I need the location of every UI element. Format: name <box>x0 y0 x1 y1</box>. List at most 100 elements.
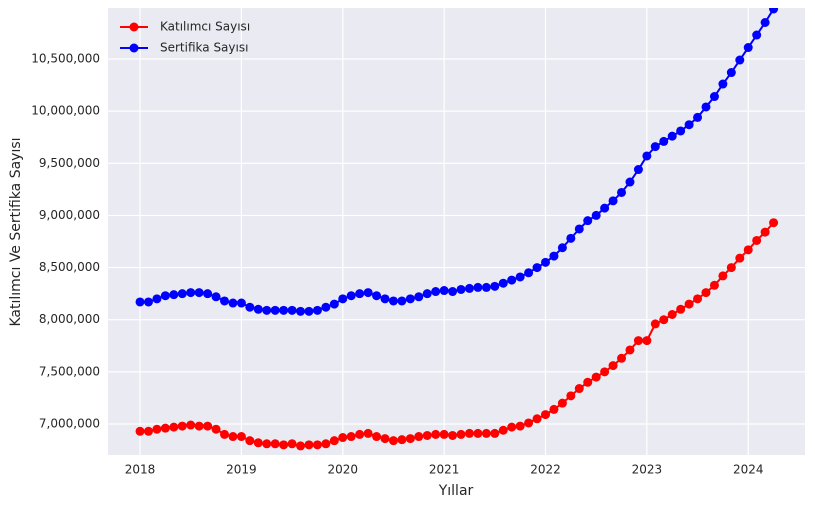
marker <box>709 280 719 290</box>
marker <box>186 288 196 298</box>
marker <box>169 422 179 432</box>
y-tick-label: 9,000,000 <box>39 208 100 222</box>
y-tick-label: 7,000,000 <box>39 416 100 430</box>
marker <box>304 440 314 450</box>
marker <box>642 151 652 161</box>
marker <box>684 120 694 130</box>
marker <box>321 439 331 449</box>
x-tick-label: 2019 <box>226 463 257 477</box>
marker <box>625 345 635 355</box>
marker <box>262 305 272 315</box>
y-tick-label: 9,500,000 <box>39 156 100 170</box>
marker <box>574 224 584 234</box>
marker <box>279 440 289 450</box>
plot-area <box>108 8 805 455</box>
marker <box>701 102 711 112</box>
marker <box>220 296 230 306</box>
legend-label: Sertifika Sayısı <box>160 41 248 55</box>
marker <box>464 428 474 438</box>
marker <box>236 432 246 442</box>
marker <box>549 404 559 414</box>
marker <box>380 434 390 444</box>
legend-label: Katılımcı Sayısı <box>160 20 250 34</box>
marker <box>160 291 170 301</box>
marker <box>600 203 610 213</box>
marker <box>194 421 204 431</box>
marker <box>541 257 551 267</box>
marker <box>245 302 255 312</box>
marker <box>439 429 449 439</box>
marker <box>279 305 289 315</box>
legend-marker <box>129 22 139 32</box>
marker <box>152 424 162 434</box>
x-tick-label: 2020 <box>327 463 358 477</box>
x-tick-label: 2024 <box>733 463 764 477</box>
marker <box>549 251 559 261</box>
marker <box>490 281 500 291</box>
series <box>135 8 779 316</box>
marker <box>135 297 145 307</box>
marker <box>752 30 762 40</box>
marker <box>752 235 762 245</box>
marker <box>541 410 551 420</box>
marker <box>659 315 669 325</box>
marker <box>397 435 407 445</box>
marker <box>329 299 339 309</box>
marker <box>684 299 694 309</box>
marker <box>253 304 263 314</box>
marker <box>262 439 272 449</box>
x-tick-label: 2023 <box>632 463 663 477</box>
marker <box>363 288 373 298</box>
marker <box>625 177 635 187</box>
marker <box>346 291 356 301</box>
marker <box>160 423 170 433</box>
marker <box>355 429 365 439</box>
marker <box>473 428 483 438</box>
marker <box>515 421 525 431</box>
marker <box>583 377 593 387</box>
marker <box>169 290 179 300</box>
marker <box>397 296 407 306</box>
marker <box>245 436 255 446</box>
marker <box>650 319 660 329</box>
marker <box>557 243 567 253</box>
marker <box>439 286 449 296</box>
marker <box>414 432 424 442</box>
marker <box>726 68 736 78</box>
series <box>135 218 779 451</box>
marker <box>388 436 398 446</box>
marker <box>667 131 677 141</box>
marker <box>591 372 601 382</box>
y-tick-label: 10,500,000 <box>31 51 100 65</box>
marker <box>236 298 246 308</box>
marker <box>405 434 415 444</box>
marker <box>321 302 331 312</box>
marker <box>718 271 728 281</box>
marker <box>507 275 517 285</box>
marker <box>574 384 584 394</box>
marker <box>743 245 753 255</box>
marker <box>769 218 779 228</box>
marker <box>633 165 643 175</box>
marker <box>659 136 669 146</box>
marker <box>186 420 196 430</box>
marker <box>372 291 382 301</box>
marker <box>456 429 466 439</box>
y-tick-label: 8,500,000 <box>39 260 100 274</box>
x-axis-label: Yıllar <box>438 483 474 499</box>
marker <box>591 210 601 220</box>
marker <box>355 289 365 299</box>
marker <box>270 439 280 449</box>
marker <box>583 216 593 226</box>
marker <box>600 367 610 377</box>
marker <box>473 282 483 292</box>
marker <box>448 287 458 297</box>
marker <box>515 272 525 282</box>
marker <box>152 294 162 304</box>
marker <box>422 289 432 299</box>
marker <box>490 428 500 438</box>
marker <box>346 432 356 442</box>
marker <box>253 438 263 448</box>
marker <box>228 298 238 308</box>
